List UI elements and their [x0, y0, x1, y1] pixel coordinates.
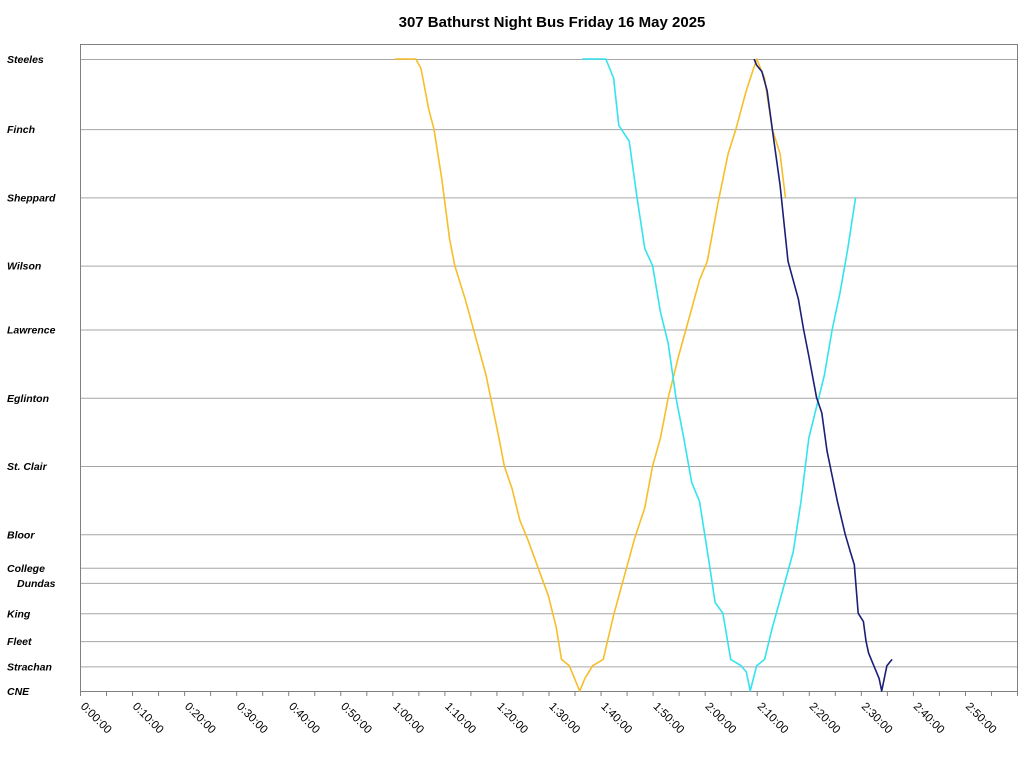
- stop-label: St. Clair: [7, 461, 48, 473]
- x-axis: 0:00:00 0:10:00 0:20:00 0:30:00 0:40:00 0:50:…: [78, 691, 1018, 736]
- x-tick-label: 0:30:00: [234, 701, 270, 737]
- x-tick-label: 1:10:00: [442, 701, 478, 737]
- x-tick-label: 2:30:00: [859, 701, 895, 737]
- stop-label: Dundas: [17, 578, 56, 590]
- stop-label: Strachan: [7, 661, 52, 673]
- x-tick-label: 2:00:00: [703, 701, 739, 737]
- x-tick-label: 1:40:00: [598, 701, 634, 737]
- plot-area: [81, 45, 1018, 692]
- stop-labels: Steeles Finch Sheppard Wilson Lawrence Eglint…: [7, 54, 56, 698]
- stop-label: King: [7, 608, 31, 620]
- stop-label: College: [7, 563, 45, 575]
- x-tick-label: 2:10:00: [755, 701, 791, 737]
- series-line-1: [395, 59, 786, 691]
- stop-label: Lawrence: [7, 324, 56, 336]
- stop-label: Sheppard: [7, 192, 56, 204]
- x-tick-label: 1:20:00: [494, 701, 530, 737]
- x-tick-label: 2:40:00: [911, 701, 947, 737]
- series-line-2: [582, 59, 855, 691]
- stop-label: Finch: [7, 124, 35, 136]
- x-tick-label: 0:00:00: [78, 701, 114, 737]
- stop-label: Fleet: [7, 636, 32, 648]
- x-tick-label: 1:00:00: [390, 701, 426, 737]
- stop-label: Eglinton: [7, 393, 49, 405]
- stop-label: Wilson: [7, 261, 41, 273]
- x-tick-label: 0:20:00: [182, 701, 218, 737]
- x-tick-label: 1:30:00: [546, 701, 582, 737]
- series-line-3: [754, 59, 892, 691]
- series-group: [395, 59, 892, 691]
- x-tick-label: 0:10:00: [130, 701, 166, 737]
- x-tick-label: 1:50:00: [650, 701, 686, 737]
- chart-title: 307 Bathurst Night Bus Friday 16 May 202…: [399, 14, 706, 31]
- x-tick-label: 2:50:00: [963, 701, 999, 737]
- stop-label: CNE: [7, 686, 30, 698]
- stop-label: Steeles: [7, 54, 44, 66]
- x-tick-label: 0:50:00: [338, 701, 374, 737]
- x-tick-label: 2:20:00: [807, 701, 843, 737]
- x-tick-label: 0:40:00: [286, 701, 322, 737]
- stop-label: Bloor: [7, 529, 35, 541]
